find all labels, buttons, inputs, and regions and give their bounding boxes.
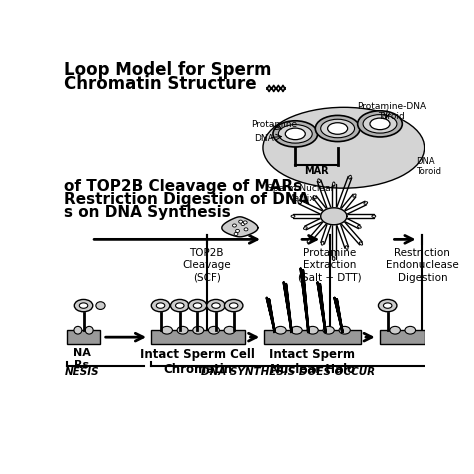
Text: Restriction
Endonuclease
Digestion: Restriction Endonuclease Digestion <box>386 248 459 283</box>
Text: Restriction Digestion of DNA: Restriction Digestion of DNA <box>64 191 309 207</box>
Ellipse shape <box>315 115 360 142</box>
Text: Chromatin Structure: Chromatin Structure <box>64 75 256 93</box>
Text: MAR: MAR <box>304 166 328 176</box>
Bar <box>66 330 100 344</box>
Ellipse shape <box>212 303 220 308</box>
Ellipse shape <box>233 224 237 227</box>
Ellipse shape <box>209 327 219 334</box>
Text: DNA: DNA <box>255 134 274 143</box>
Text: Loop Model for Sperm: Loop Model for Sperm <box>64 61 271 79</box>
Ellipse shape <box>275 327 286 334</box>
Ellipse shape <box>85 327 93 334</box>
Ellipse shape <box>318 179 320 182</box>
Ellipse shape <box>359 242 363 245</box>
Ellipse shape <box>263 107 425 188</box>
Ellipse shape <box>358 111 402 137</box>
Ellipse shape <box>383 303 392 308</box>
Ellipse shape <box>372 215 376 218</box>
Ellipse shape <box>79 303 88 308</box>
Text: s on DNA Synthesis: s on DNA Synthesis <box>64 205 230 220</box>
Text: NESIS: NESIS <box>65 367 100 377</box>
Polygon shape <box>335 298 342 332</box>
Text: of TOP2B Cleavage of MARs: of TOP2B Cleavage of MARs <box>64 179 301 193</box>
Polygon shape <box>321 208 347 225</box>
Ellipse shape <box>370 118 390 130</box>
Ellipse shape <box>175 303 184 308</box>
Text: Protamine
Extraction
(Salt + DTT): Protamine Extraction (Salt + DTT) <box>298 248 362 283</box>
Ellipse shape <box>151 300 170 312</box>
Ellipse shape <box>291 215 295 218</box>
Ellipse shape <box>156 303 165 308</box>
Ellipse shape <box>273 121 318 147</box>
Text: DNA
Toroid: DNA Toroid <box>416 157 441 176</box>
Ellipse shape <box>405 327 416 334</box>
Polygon shape <box>318 283 325 332</box>
Ellipse shape <box>390 327 401 334</box>
Ellipse shape <box>346 246 348 249</box>
Ellipse shape <box>363 115 397 133</box>
Ellipse shape <box>234 232 238 236</box>
Ellipse shape <box>96 302 105 310</box>
Text: Intact Sperm
Nuclear Halo: Intact Sperm Nuclear Halo <box>269 348 355 376</box>
Polygon shape <box>222 217 258 237</box>
Text: Intact Sperm Cell
Chromatin: Intact Sperm Cell Chromatin <box>140 348 255 376</box>
Ellipse shape <box>74 300 93 312</box>
Ellipse shape <box>224 327 235 334</box>
Ellipse shape <box>243 221 247 224</box>
Polygon shape <box>284 283 292 332</box>
Text: Protamine: Protamine <box>251 120 298 129</box>
Ellipse shape <box>278 125 312 143</box>
Ellipse shape <box>188 300 207 312</box>
Ellipse shape <box>333 257 335 261</box>
Bar <box>264 330 361 344</box>
Ellipse shape <box>339 327 350 334</box>
Ellipse shape <box>241 222 245 226</box>
Text: Sperm Nuclear
Matrix: Sperm Nuclear Matrix <box>267 184 334 203</box>
Text: TOP2B
Cleavage
(SCF): TOP2B Cleavage (SCF) <box>182 248 231 283</box>
Ellipse shape <box>349 175 351 179</box>
Ellipse shape <box>357 226 361 228</box>
Ellipse shape <box>285 128 305 140</box>
Ellipse shape <box>378 300 397 312</box>
Ellipse shape <box>193 327 204 334</box>
Text: NA
Rs: NA Rs <box>73 348 91 370</box>
Bar <box>380 330 425 344</box>
Ellipse shape <box>307 327 318 334</box>
Ellipse shape <box>225 300 243 312</box>
Ellipse shape <box>193 303 202 308</box>
Ellipse shape <box>321 241 324 245</box>
Text: Protamine-DNA
Toroid: Protamine-DNA Toroid <box>357 101 426 121</box>
Ellipse shape <box>364 202 368 204</box>
Ellipse shape <box>307 240 310 243</box>
Bar <box>151 330 245 344</box>
Ellipse shape <box>244 228 248 231</box>
Ellipse shape <box>177 327 188 334</box>
Ellipse shape <box>239 220 243 223</box>
Ellipse shape <box>298 201 301 203</box>
Ellipse shape <box>291 327 302 334</box>
Text: DNA SYNTHESIS DOES OCCUR: DNA SYNTHESIS DOES OCCUR <box>201 367 374 377</box>
Ellipse shape <box>207 300 225 312</box>
Ellipse shape <box>171 300 189 312</box>
Ellipse shape <box>74 327 82 334</box>
Ellipse shape <box>333 182 335 186</box>
Ellipse shape <box>353 194 356 197</box>
Ellipse shape <box>321 119 355 138</box>
Ellipse shape <box>236 229 239 232</box>
Ellipse shape <box>323 327 334 334</box>
Ellipse shape <box>229 303 238 308</box>
Ellipse shape <box>313 196 316 199</box>
Polygon shape <box>267 298 274 332</box>
Ellipse shape <box>303 227 307 229</box>
Polygon shape <box>301 269 309 332</box>
Ellipse shape <box>162 327 173 334</box>
Ellipse shape <box>328 123 347 134</box>
